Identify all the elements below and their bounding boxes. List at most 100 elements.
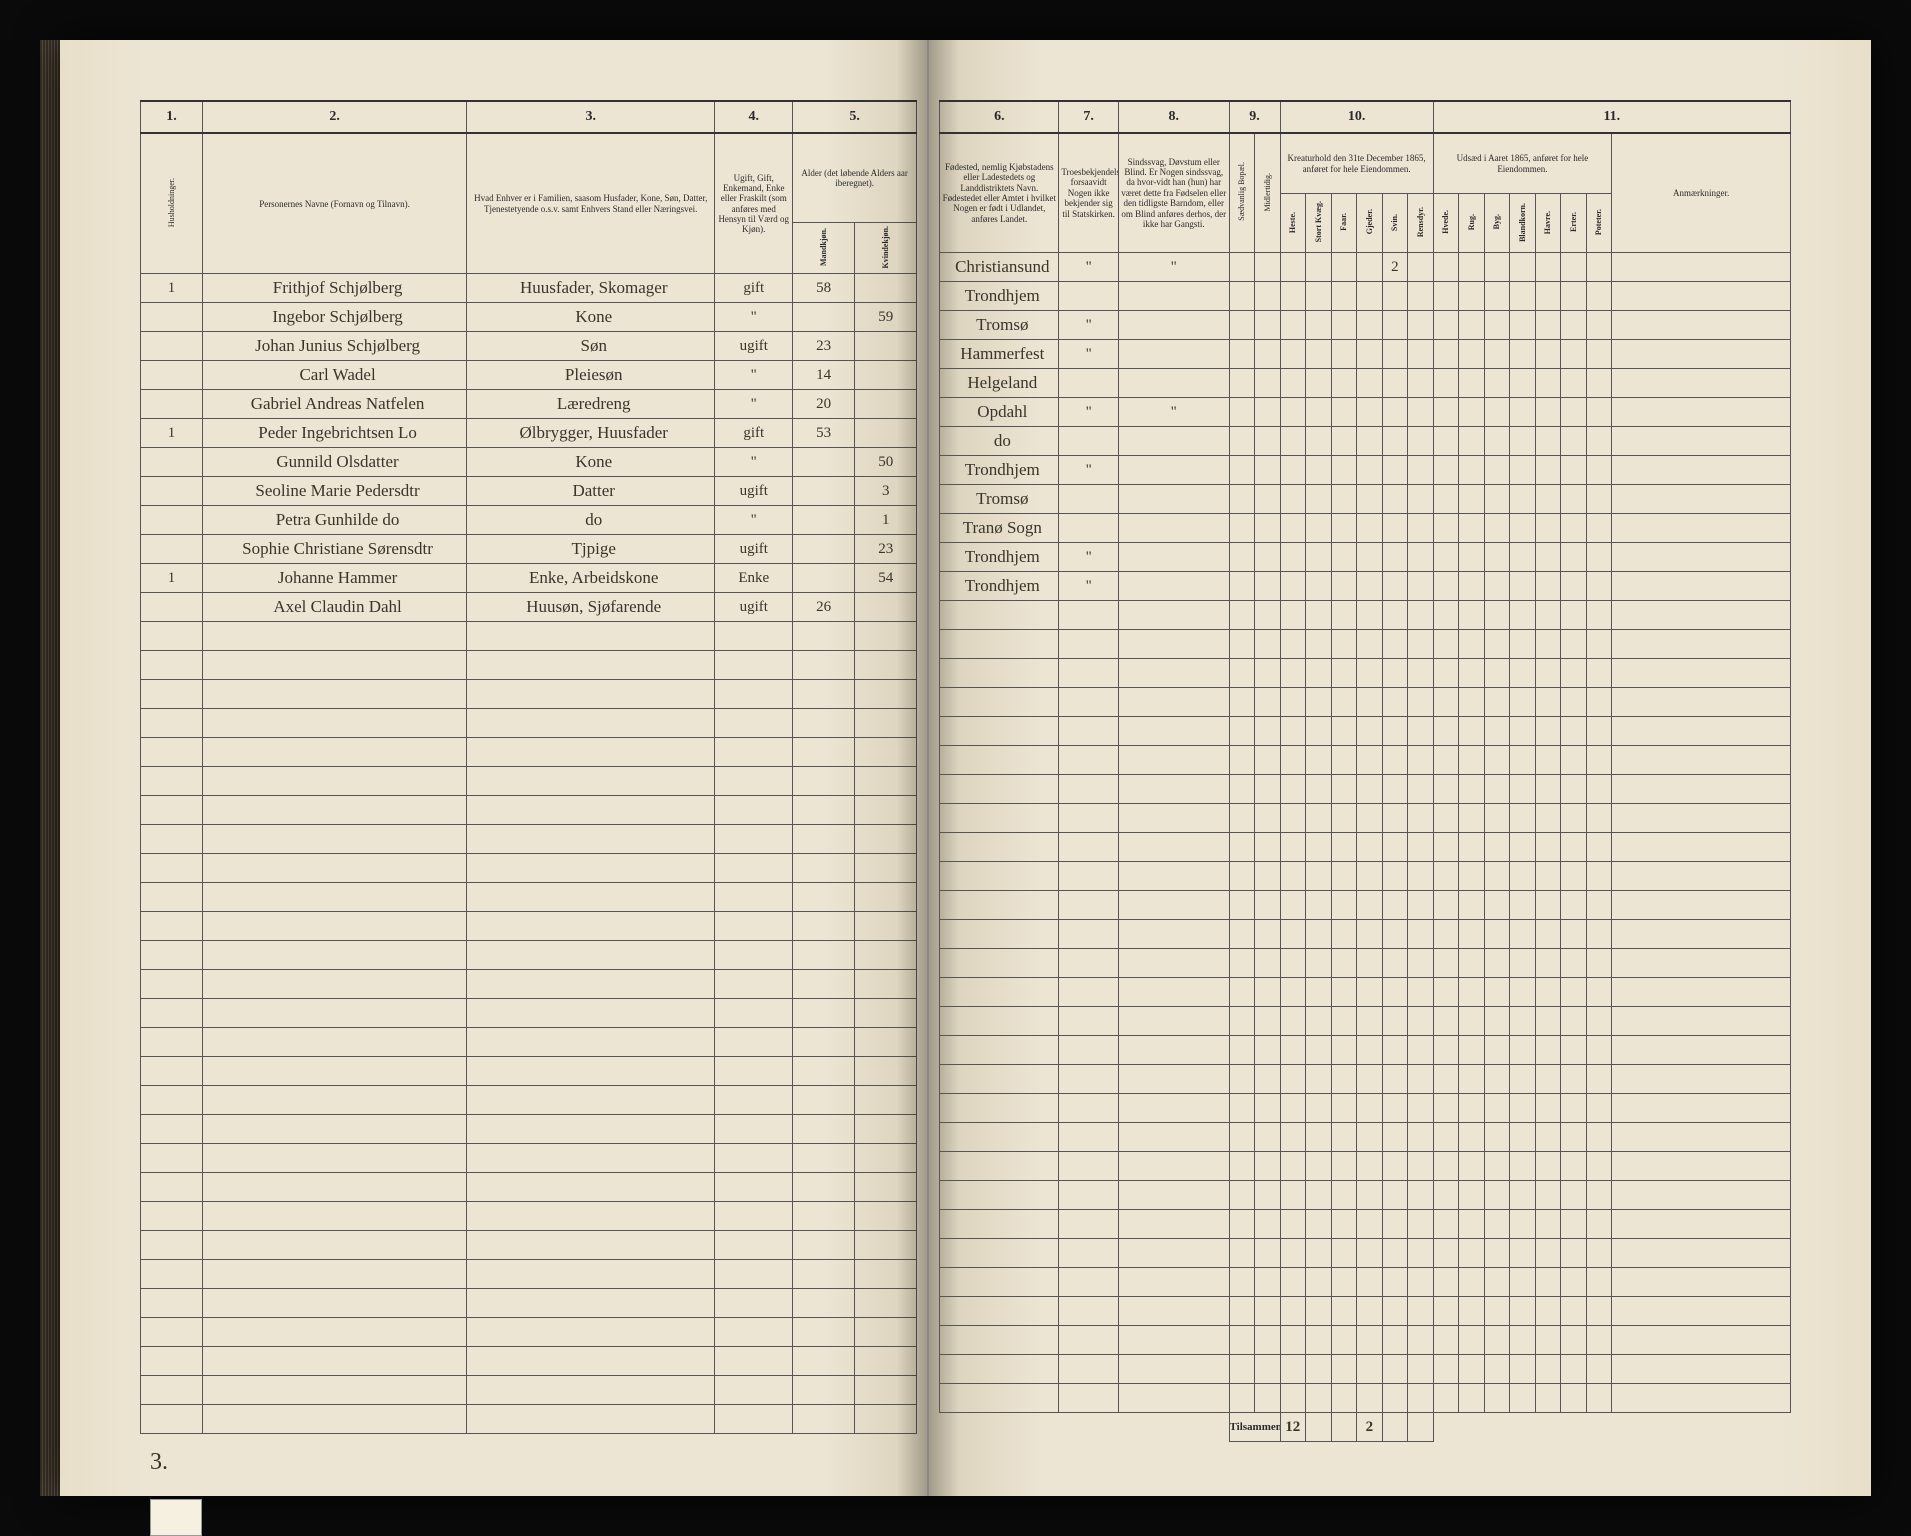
cell-age-m: 14 bbox=[793, 361, 855, 390]
col-num-9: 9. bbox=[1229, 101, 1280, 133]
empty-row bbox=[940, 775, 1791, 804]
empty-row bbox=[141, 1318, 917, 1347]
cell-anm bbox=[1612, 282, 1791, 311]
data-row: 1Johanne HammerEnke, ArbeidskoneEnke54 bbox=[141, 564, 917, 593]
cell-u1 bbox=[1459, 485, 1485, 514]
empty-row bbox=[940, 1007, 1791, 1036]
cell-u3 bbox=[1510, 427, 1536, 456]
cell-age-f bbox=[855, 332, 917, 361]
empty-row bbox=[940, 1239, 1791, 1268]
cell-k0 bbox=[1280, 485, 1306, 514]
cell-c9a bbox=[1229, 311, 1255, 340]
cell-anm bbox=[1612, 398, 1791, 427]
cell-k5 bbox=[1408, 369, 1434, 398]
total-k1 bbox=[1306, 1413, 1332, 1442]
cell-k5 bbox=[1408, 311, 1434, 340]
cell-c8 bbox=[1118, 543, 1229, 572]
cell-name: Peder Ingebrichtsen Lo bbox=[203, 419, 467, 448]
cell-c9b bbox=[1255, 456, 1281, 485]
col-num-11: 11. bbox=[1433, 101, 1790, 133]
cell-k2 bbox=[1331, 340, 1357, 369]
data-row: Seoline Marie PedersdtrDatterugift3 bbox=[141, 477, 917, 506]
cell-c8 bbox=[1118, 282, 1229, 311]
cell-u3 bbox=[1510, 398, 1536, 427]
cell-u2 bbox=[1484, 572, 1510, 601]
cell-age-m bbox=[793, 506, 855, 535]
cell-u5 bbox=[1561, 369, 1587, 398]
col11-sub-1: Rug. bbox=[1459, 194, 1485, 253]
cell-u0 bbox=[1433, 369, 1459, 398]
right-table-body: Christiansund""2TrondhjemTromsø"Hammerfe… bbox=[940, 253, 1791, 1442]
ledger-book: 1. 2. 3. 4. 5. Husholdninger. Personerne… bbox=[60, 40, 1871, 1496]
empty-row bbox=[141, 796, 917, 825]
cell-relation: Læredreng bbox=[467, 390, 715, 419]
cell-u5 bbox=[1561, 398, 1587, 427]
cell-u3 bbox=[1510, 311, 1536, 340]
cell-name: Seoline Marie Pedersdtr bbox=[203, 477, 467, 506]
cell-age-f: 1 bbox=[855, 506, 917, 535]
cell-relation: Søn bbox=[467, 332, 715, 361]
empty-row bbox=[141, 680, 917, 709]
cell-civil: gift bbox=[715, 419, 793, 448]
cell-u6 bbox=[1586, 398, 1612, 427]
col11-sub-3: Blandkorn. bbox=[1510, 194, 1536, 253]
cell-age-m: 23 bbox=[793, 332, 855, 361]
cell-age-f bbox=[855, 274, 917, 303]
cell-u3 bbox=[1510, 340, 1536, 369]
col-label-9b: Midlertidig. bbox=[1255, 133, 1281, 253]
data-row: 1Frithjof SchjølbergHuusfader, Skomagerg… bbox=[141, 274, 917, 303]
cell-k2 bbox=[1331, 311, 1357, 340]
cell-k2 bbox=[1331, 572, 1357, 601]
cell-name: Petra Gunhilde do bbox=[203, 506, 467, 535]
data-row: Carl WadelPleiesøn"14 bbox=[141, 361, 917, 390]
col-label-2: Personernes Navne (Fornavn og Tilnavn). bbox=[203, 133, 467, 274]
cell-u2 bbox=[1484, 456, 1510, 485]
cell-c8 bbox=[1118, 514, 1229, 543]
empty-row bbox=[141, 1347, 917, 1376]
cell-relation: Datter bbox=[467, 477, 715, 506]
cell-k0 bbox=[1280, 311, 1306, 340]
cell-c9a bbox=[1229, 282, 1255, 311]
cell-relation: do bbox=[467, 506, 715, 535]
cell-k3 bbox=[1357, 485, 1383, 514]
cell-c9b bbox=[1255, 572, 1281, 601]
cell-c9a bbox=[1229, 427, 1255, 456]
cell-age-m: 26 bbox=[793, 593, 855, 622]
cell-u5 bbox=[1561, 543, 1587, 572]
col-label-7: Troesbekjendelse, forsaavidt Nogen ikke … bbox=[1059, 133, 1119, 253]
cell-k1 bbox=[1306, 369, 1332, 398]
col10-sub-1: Stort Kvæg. bbox=[1306, 194, 1332, 253]
cell-name: Frithjof Schjølberg bbox=[203, 274, 467, 303]
cell-u5 bbox=[1561, 514, 1587, 543]
cell-relation: Kone bbox=[467, 303, 715, 332]
cell-c7 bbox=[1059, 427, 1119, 456]
cell-u5 bbox=[1561, 456, 1587, 485]
cell-k1 bbox=[1306, 398, 1332, 427]
empty-row bbox=[940, 1181, 1791, 1210]
cell-age-f: 50 bbox=[855, 448, 917, 477]
cell-anm bbox=[1612, 253, 1791, 282]
data-row: Tromsø bbox=[940, 485, 1791, 514]
col-label-8: Sindssvag, Døvstum eller Blind. Er Nogen… bbox=[1118, 133, 1229, 253]
cell-c8: " bbox=[1118, 398, 1229, 427]
cell-u3 bbox=[1510, 369, 1536, 398]
empty-row bbox=[141, 1289, 917, 1318]
page-number-footer: 3. bbox=[150, 1449, 168, 1476]
cell-u2 bbox=[1484, 340, 1510, 369]
cell-k1 bbox=[1306, 485, 1332, 514]
cell-k5 bbox=[1408, 340, 1434, 369]
cell-u2 bbox=[1484, 311, 1510, 340]
col-num-3: 3. bbox=[467, 101, 715, 133]
cell-u3 bbox=[1510, 253, 1536, 282]
data-row: Hammerfest" bbox=[940, 340, 1791, 369]
cell-birthplace: Trondhjem bbox=[940, 572, 1059, 601]
empty-row bbox=[940, 1297, 1791, 1326]
empty-row bbox=[940, 1326, 1791, 1355]
empty-row bbox=[141, 999, 917, 1028]
cell-c9b bbox=[1255, 253, 1281, 282]
cell-u0 bbox=[1433, 485, 1459, 514]
empty-row bbox=[940, 688, 1791, 717]
cell-anm bbox=[1612, 514, 1791, 543]
data-row: Trondhjem" bbox=[940, 572, 1791, 601]
col10-sub-2: Faar. bbox=[1331, 194, 1357, 253]
